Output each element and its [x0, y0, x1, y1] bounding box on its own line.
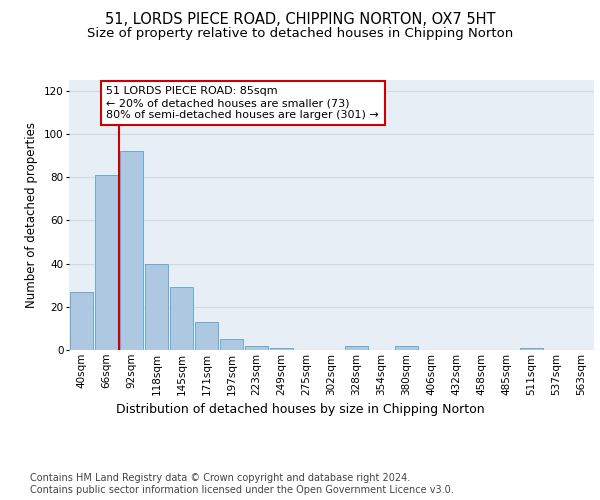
Text: Distribution of detached houses by size in Chipping Norton: Distribution of detached houses by size …: [116, 402, 484, 415]
Bar: [194, 322, 218, 350]
Bar: [170, 288, 193, 350]
Bar: [269, 348, 293, 350]
Text: Size of property relative to detached houses in Chipping Norton: Size of property relative to detached ho…: [87, 28, 513, 40]
Bar: [344, 346, 368, 350]
Text: 51 LORDS PIECE ROAD: 85sqm
← 20% of detached houses are smaller (73)
80% of semi: 51 LORDS PIECE ROAD: 85sqm ← 20% of deta…: [107, 86, 379, 120]
Bar: [245, 346, 268, 350]
Bar: [95, 175, 118, 350]
Bar: [70, 292, 94, 350]
Bar: [119, 152, 143, 350]
Bar: [220, 339, 244, 350]
Text: Contains HM Land Registry data © Crown copyright and database right 2024.
Contai: Contains HM Land Registry data © Crown c…: [30, 474, 454, 495]
Y-axis label: Number of detached properties: Number of detached properties: [25, 122, 38, 308]
Bar: [520, 348, 544, 350]
Text: 51, LORDS PIECE ROAD, CHIPPING NORTON, OX7 5HT: 51, LORDS PIECE ROAD, CHIPPING NORTON, O…: [105, 12, 495, 28]
Bar: [395, 346, 418, 350]
Bar: [145, 264, 169, 350]
